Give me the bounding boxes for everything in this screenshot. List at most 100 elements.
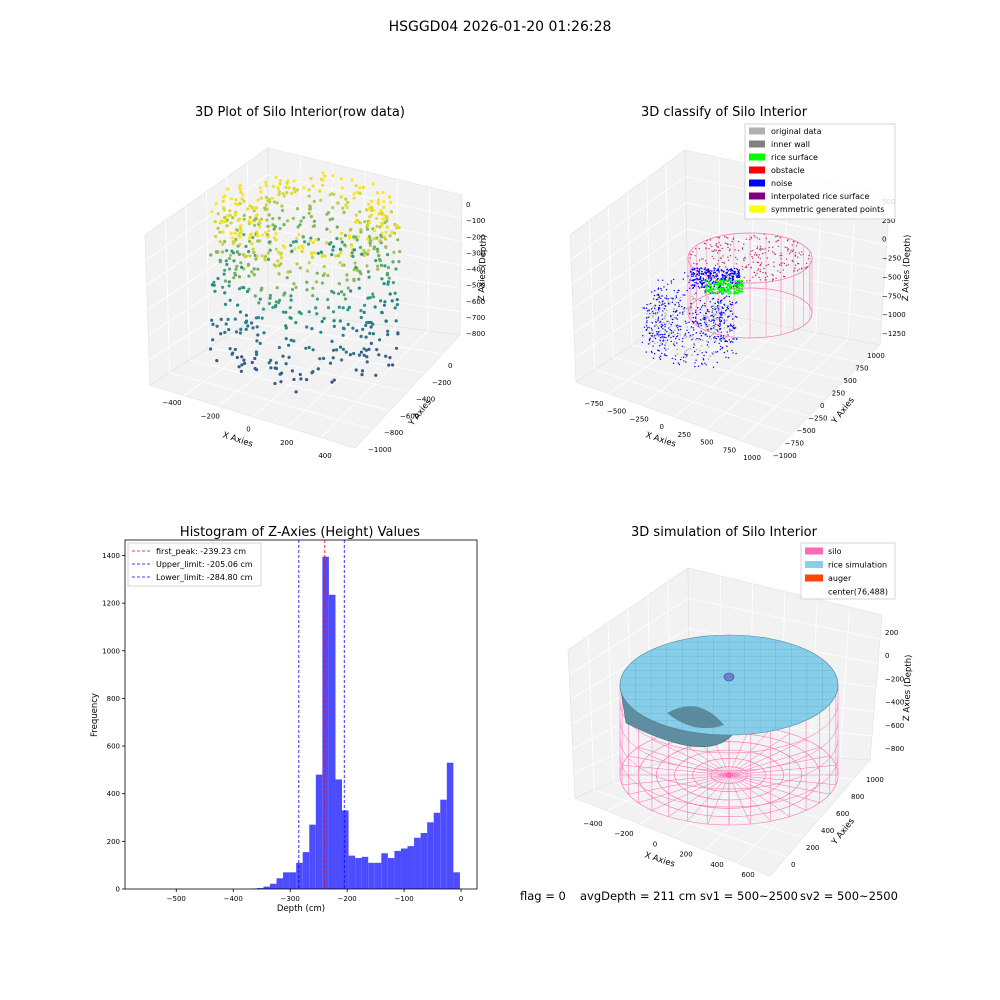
noise-point (732, 272, 734, 275)
original-point (665, 342, 667, 344)
histogram-legend-label: first_peak: -239.23 cm (156, 547, 246, 556)
scatter-point (387, 276, 391, 280)
original-point (665, 323, 667, 325)
scatter-point (280, 371, 284, 375)
symmetric-point (777, 245, 779, 248)
symmetric-point (727, 237, 729, 239)
noise-point (663, 286, 665, 288)
noise-point (705, 269, 707, 271)
original-point (708, 323, 710, 326)
symmetric-point (704, 242, 707, 245)
scatter-point (338, 261, 342, 265)
panel2-legend-label: noise (771, 179, 792, 188)
noise-point (725, 276, 727, 278)
panel2-legend-label: rice surface (771, 153, 818, 162)
noise-point (727, 334, 729, 336)
symmetric-point (772, 278, 774, 280)
original-point (672, 299, 674, 301)
rice-surface-point (725, 286, 728, 288)
original-point (704, 314, 707, 317)
original-point (685, 349, 688, 352)
scatter-point (374, 373, 378, 377)
scatter-point (337, 305, 341, 309)
scatter-point (259, 196, 263, 200)
panel4-tick-labels: −400−200020040060002004006008001000−800−… (583, 629, 904, 879)
noise-point (729, 277, 732, 280)
original-point (688, 311, 691, 314)
noise-point (727, 316, 729, 318)
noise-point (696, 278, 698, 280)
symmetric-point (727, 243, 729, 245)
noise-point (657, 287, 660, 289)
symmetric-point (750, 250, 752, 252)
scatter-point (337, 292, 341, 296)
noise-point (711, 298, 714, 300)
noise-point (725, 295, 728, 297)
noise-point (664, 329, 666, 331)
rice-surface-point (720, 289, 722, 292)
original-point (716, 307, 719, 310)
scatter-point (247, 239, 252, 243)
noise-point (661, 343, 664, 345)
noise-point (726, 268, 728, 271)
noise-point (680, 358, 682, 361)
symmetric-point (801, 267, 803, 269)
histogram-xtick-label: −200 (338, 895, 357, 903)
noise-point (654, 307, 656, 309)
scatter-point (227, 267, 232, 271)
panel2-ytick: −500 (797, 427, 816, 435)
scatter-point (331, 206, 335, 210)
symmetric-point (773, 265, 775, 268)
noise-point (658, 301, 660, 303)
panel4-ytick: 800 (851, 793, 864, 801)
noise-point (716, 273, 718, 275)
scatter-point (356, 235, 360, 239)
original-point (723, 327, 725, 329)
symmetric-point (698, 247, 700, 250)
scatter-point (243, 361, 247, 365)
scatter-point (330, 217, 335, 221)
noise-point (701, 306, 703, 308)
original-point (659, 330, 661, 332)
noise-point (715, 275, 717, 278)
scatter-point (285, 276, 289, 280)
symmetric-point (719, 249, 721, 252)
noise-point (729, 272, 732, 275)
scatter-point (250, 220, 254, 224)
scatter-point (239, 223, 243, 228)
original-point (708, 320, 711, 323)
histogram-bar (322, 556, 329, 889)
rice-surface-point (707, 290, 710, 293)
scatter-point (370, 199, 374, 203)
symmetric-point (718, 242, 720, 244)
noise-point (652, 340, 654, 343)
noise-point (704, 312, 707, 314)
noise-point (735, 315, 737, 318)
noise-point (707, 275, 709, 277)
noise-point (716, 329, 718, 331)
symmetric-point (752, 276, 754, 278)
rice-surface-point (725, 289, 728, 292)
symmetric-point (791, 250, 794, 253)
scatter-point (346, 322, 350, 326)
rice-surface-point (705, 280, 707, 282)
scatter-point (342, 293, 346, 297)
panel1-ytick: −1000 (368, 446, 392, 454)
scatter-point (227, 328, 231, 332)
scatter-point (321, 178, 325, 182)
panel1-ztick: −400 (466, 266, 485, 274)
scatter-point (338, 345, 343, 349)
scatter-point (380, 221, 384, 226)
original-point (699, 349, 701, 352)
original-point (692, 298, 694, 301)
scatter-point (386, 282, 390, 286)
noise-point (657, 316, 660, 318)
noise-point (729, 330, 731, 332)
scatter-point (314, 306, 318, 310)
noise-point (660, 325, 663, 328)
scatter-point (271, 217, 275, 221)
panel4-xtick: 200 (679, 851, 692, 859)
scatter-point (271, 305, 275, 309)
scatter-point (381, 190, 385, 195)
